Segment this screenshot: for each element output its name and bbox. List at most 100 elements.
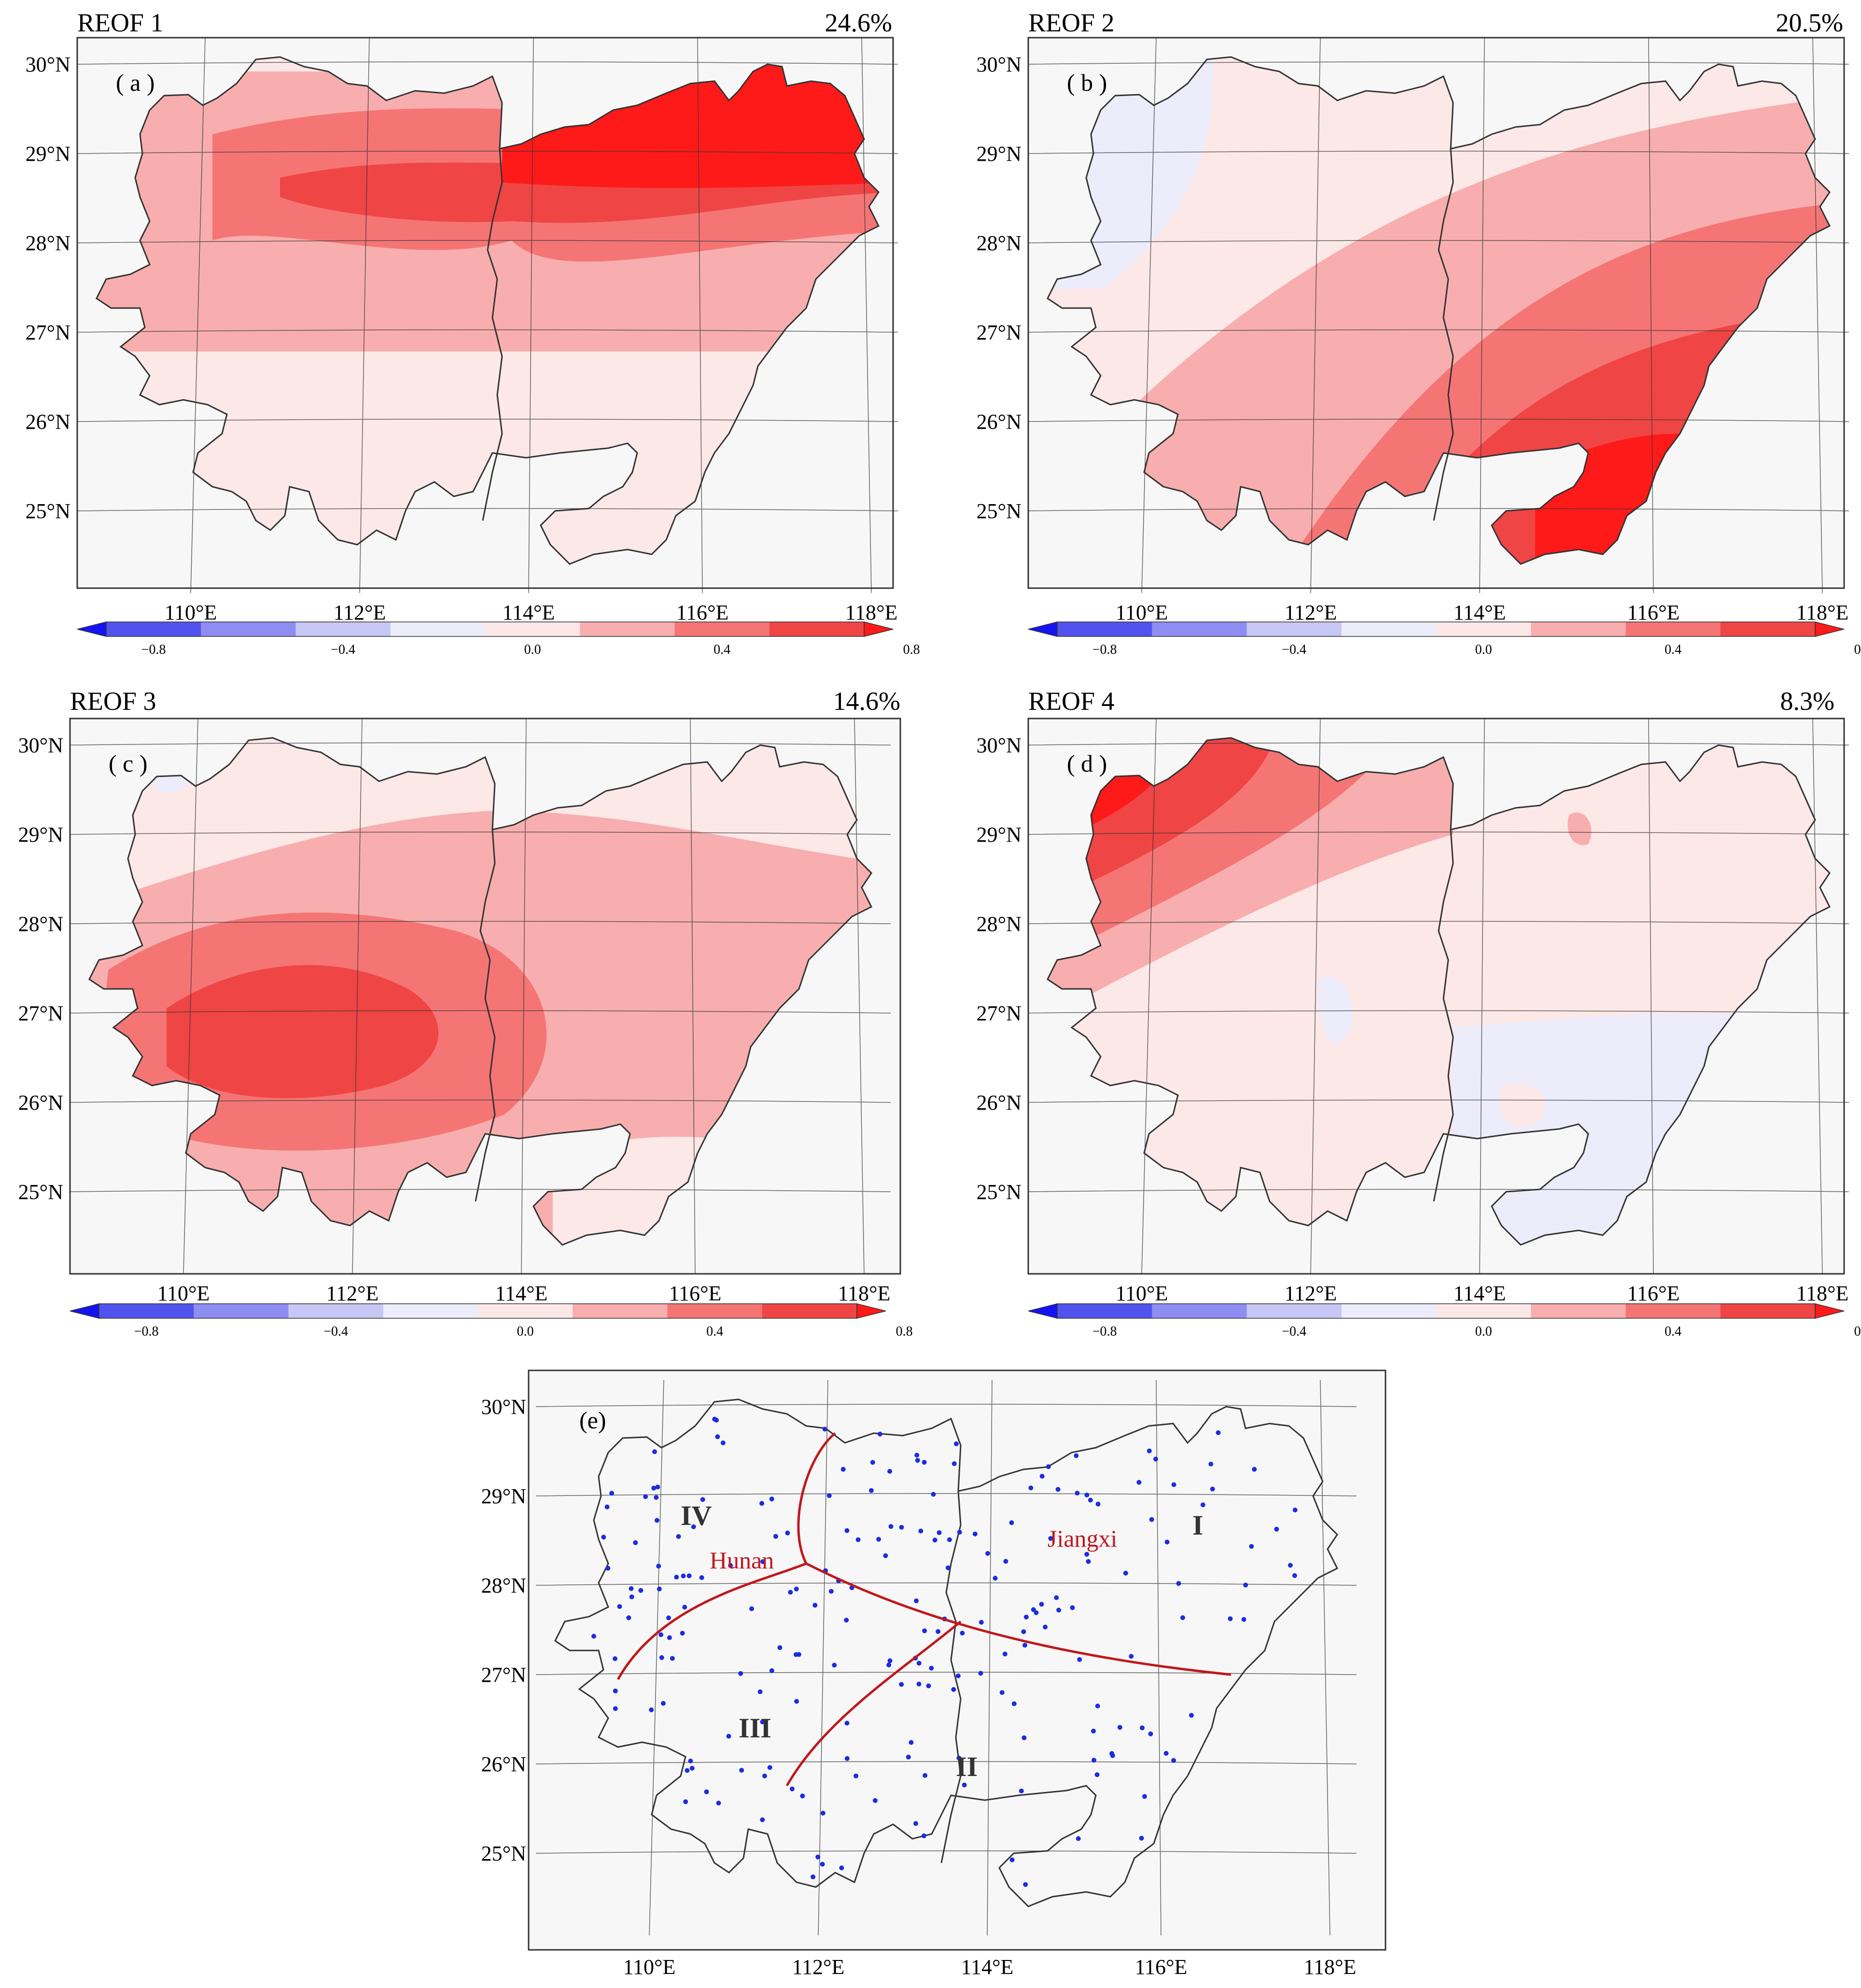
station-dot	[1091, 1758, 1096, 1763]
station-dot	[656, 1564, 661, 1569]
station-dot	[613, 1656, 617, 1661]
station-dot	[643, 1494, 648, 1499]
lat-label: 27°N	[977, 1001, 1021, 1025]
station-dot	[657, 1586, 662, 1592]
colorbar-tick-label: 0.8	[903, 642, 920, 657]
station-dot	[922, 1628, 927, 1634]
station-dot	[937, 1530, 942, 1535]
station-dot	[655, 1484, 660, 1490]
station-dot	[629, 1586, 634, 1591]
station-dot	[826, 1493, 832, 1498]
station-dot	[1292, 1508, 1298, 1513]
lat-label: 26°N	[26, 410, 70, 434]
colorbar-swatch	[1152, 1304, 1247, 1318]
lat-label: 27°N	[977, 321, 1021, 344]
station-dot	[760, 1720, 765, 1724]
station-dot	[1249, 1544, 1254, 1549]
station-dot	[674, 1575, 679, 1580]
lat-label: 30°N	[18, 733, 63, 757]
station-dot	[1095, 1704, 1100, 1708]
station-dot	[667, 1635, 672, 1640]
station-dot	[855, 1537, 861, 1542]
station-dot	[945, 1565, 951, 1570]
station-dot	[1043, 1624, 1048, 1630]
station-dot	[691, 1524, 696, 1529]
station-dot	[883, 1553, 888, 1558]
lat-label: 26°N	[481, 1752, 526, 1776]
station-dot	[913, 1821, 918, 1826]
lat-label: 27°N	[18, 1001, 63, 1025]
colorbar: −0.8 −0.4 0.0 0.4 0.8	[70, 1303, 913, 1339]
province-label-hunan: Hunan	[710, 1547, 774, 1574]
station-dot	[680, 1631, 685, 1636]
station-dot	[1148, 1731, 1153, 1736]
station-dot	[1088, 1497, 1093, 1503]
lon-label: 114°E	[961, 1955, 1014, 1979]
panel-title: REOF 1	[77, 8, 164, 37]
lat-label: 29°N	[977, 142, 1021, 166]
lat-label: 28°N	[977, 231, 1021, 255]
colorbar-swatch	[1720, 622, 1816, 636]
colorbar: −0.8 −0.4 0.0 0.4 0.8	[1028, 621, 1861, 657]
lat-label: 27°N	[26, 321, 70, 344]
station-dot	[1095, 1501, 1101, 1507]
station-dot	[999, 1690, 1005, 1695]
station-dot	[1171, 1482, 1176, 1487]
lat-lon-grid	[535, 1380, 1357, 1936]
station-dot	[972, 1531, 978, 1537]
lon-label: 114°E	[1454, 1282, 1506, 1305]
station-dot	[888, 1524, 894, 1529]
panel-regions: Hunan Jiangxi I II III IV (e) 30°N 29°N …	[481, 1369, 1386, 1979]
station-dot	[689, 1765, 695, 1771]
station-dot	[1074, 1453, 1079, 1458]
colorbar-swatch	[1057, 622, 1152, 636]
colorbar-swatch	[1436, 1304, 1531, 1318]
station-dot	[1117, 1725, 1122, 1730]
station-dot	[953, 1441, 959, 1446]
station-dot	[726, 1734, 731, 1739]
lon-label: 116°E	[1627, 1282, 1680, 1305]
station-dot	[1109, 1751, 1114, 1756]
station-dot	[985, 1551, 990, 1556]
station-dot	[762, 1773, 767, 1778]
station-dot	[1164, 1539, 1170, 1545]
station-dot	[716, 1801, 721, 1805]
station-dot	[822, 1426, 827, 1432]
station-dot	[1140, 1725, 1145, 1731]
lat-lon-grid	[77, 37, 898, 593]
station-dot	[926, 1683, 931, 1689]
station-dot	[659, 1655, 664, 1660]
station-dot	[854, 1773, 859, 1778]
station-dot	[844, 1528, 850, 1533]
variance-label: 24.6%	[825, 8, 892, 37]
station-dot	[720, 1440, 726, 1446]
station-dot	[936, 1629, 941, 1634]
station-dot	[1274, 1526, 1279, 1532]
station-dot	[899, 1524, 904, 1530]
station-dot	[1056, 1607, 1062, 1613]
station-dot	[918, 1528, 924, 1534]
colorbar-swatch	[201, 622, 296, 636]
station-dot	[1039, 1474, 1045, 1479]
station-dot	[769, 1668, 774, 1673]
station-dot	[815, 1854, 821, 1860]
lon-label: 112°E	[1285, 1282, 1337, 1305]
station-dot	[1091, 1728, 1096, 1734]
colorbar-swatch	[295, 622, 391, 636]
lat-label: 28°N	[26, 231, 70, 255]
station-dot	[794, 1586, 799, 1592]
station-dot	[739, 1768, 744, 1773]
station-dot	[1009, 1857, 1015, 1862]
station-dot	[683, 1799, 688, 1805]
lat-label: 29°N	[977, 823, 1021, 846]
station-dot	[633, 1540, 638, 1545]
station-dot	[1153, 1456, 1158, 1462]
colorbar-swatch	[99, 1304, 194, 1318]
station-dot	[1176, 1581, 1181, 1586]
station-dot	[839, 1865, 844, 1871]
colorbar-swatch	[288, 1304, 384, 1318]
station-dot	[960, 1631, 965, 1636]
lat-label: 26°N	[977, 410, 1021, 434]
station-dot	[1021, 1629, 1026, 1635]
colorbar-swatch	[194, 1304, 289, 1318]
